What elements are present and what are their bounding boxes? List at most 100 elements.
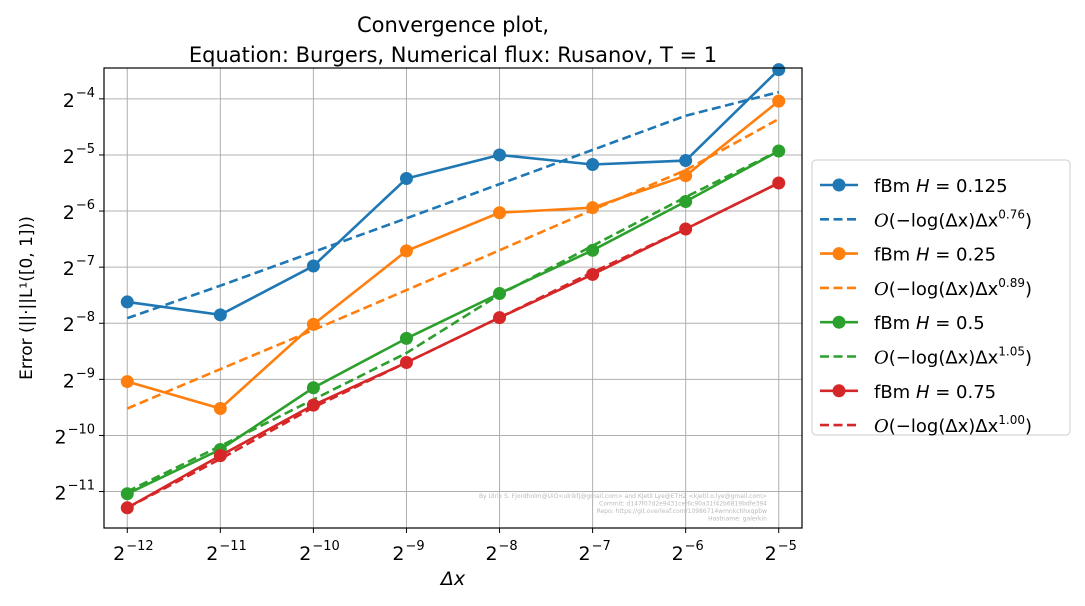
x-tick-label-7: −5 bbox=[778, 539, 797, 554]
legend-marker-4 bbox=[832, 315, 846, 329]
data-point-4-6 bbox=[679, 195, 693, 209]
series-5 bbox=[126, 149, 780, 493]
data-point-4-7 bbox=[772, 144, 786, 158]
data-point-6-1 bbox=[213, 449, 227, 463]
y-tick-base-3: 2 bbox=[63, 314, 75, 336]
legend-label-7: O(−log(Δx)Δx1.00) bbox=[874, 413, 1032, 437]
legend-entry-0: fBm H = 0.125 bbox=[820, 176, 1008, 197]
data-point-2-3 bbox=[399, 244, 413, 258]
y-tick-label-4: −7 bbox=[76, 254, 95, 269]
x-tick-label-2: −10 bbox=[312, 539, 339, 554]
legend-entry-4: fBm H = 0.5 bbox=[820, 313, 985, 334]
series-1 bbox=[126, 90, 780, 320]
data-point-6-4 bbox=[493, 311, 507, 325]
y-tick-label-2: −9 bbox=[76, 366, 95, 381]
y-axis-label-text: Error (||·||L¹([0, 1])) bbox=[17, 216, 37, 380]
x-tick-base-6: 2 bbox=[672, 543, 684, 565]
watermark-line-1: Commit: d147f07d2e9431cef6c90a31f42b6819… bbox=[599, 501, 767, 508]
y-tick-label-3: −8 bbox=[76, 310, 95, 325]
big-o-symbol: O bbox=[874, 416, 889, 437]
axes-frame bbox=[103, 67, 803, 529]
legend-fit-exponent: 1.00 bbox=[998, 413, 1025, 427]
data-point-0-4 bbox=[493, 148, 507, 162]
y-tick-base-1: 2 bbox=[54, 426, 66, 448]
data-point-0-1 bbox=[213, 308, 227, 322]
chart-title: Convergence plot, Equation: Burgers, Num… bbox=[189, 13, 717, 67]
chart-title-line-1: Convergence plot, bbox=[357, 13, 549, 37]
y-tick-base-0: 2 bbox=[54, 483, 66, 505]
x-tick-base-7: 2 bbox=[765, 543, 777, 565]
paren-open: ( bbox=[889, 210, 896, 231]
legend-fit-exponent: 1.05 bbox=[998, 345, 1025, 359]
paren-open: ( bbox=[889, 416, 896, 437]
big-o-symbol: O bbox=[874, 210, 889, 231]
legend-label-5: O(−log(Δx)Δx1.05) bbox=[874, 345, 1032, 369]
plot-series bbox=[120, 63, 786, 515]
data-point-2-0 bbox=[120, 375, 134, 389]
x-tick-base-4: 2 bbox=[485, 543, 497, 565]
data-point-2-4 bbox=[493, 206, 507, 220]
data-point-0-6 bbox=[679, 154, 693, 168]
legend-marker-0 bbox=[832, 178, 846, 192]
data-line-6 bbox=[126, 181, 780, 509]
y-tick-base-6: 2 bbox=[63, 146, 75, 168]
legend-entry-5: O(−log(Δx)Δx1.05) bbox=[820, 345, 1032, 369]
data-point-2-7 bbox=[772, 94, 786, 108]
paren-close: ) bbox=[1025, 416, 1032, 437]
data-point-4-4 bbox=[493, 287, 507, 301]
x-tick-base-1: 2 bbox=[206, 543, 218, 565]
legend-label-rest: = 0.25 bbox=[930, 245, 997, 266]
y-tick-base-7: 2 bbox=[63, 90, 75, 112]
x-tick-base-5: 2 bbox=[579, 543, 591, 565]
legend-entry-3: O(−log(Δx)Δx0.89) bbox=[820, 276, 1032, 300]
x-tick-base-2: 2 bbox=[299, 543, 311, 565]
legend: fBm H = 0.125 O(−log(Δx)Δx0.76) fBm H = 0.… bbox=[811, 159, 1071, 437]
watermark: By Ulrik S. Fjordholm@UiO<ulrikfj@gmail.… bbox=[479, 493, 767, 523]
legend-marker-6 bbox=[832, 384, 846, 398]
data-point-4-5 bbox=[586, 243, 600, 257]
data-line-0 bbox=[127, 68, 780, 317]
legend-label-main: fBm bbox=[874, 382, 916, 403]
series-3 bbox=[126, 117, 780, 410]
legend-label-main: fBm bbox=[874, 176, 916, 197]
data-point-0-7 bbox=[772, 63, 786, 77]
data-point-0-0 bbox=[120, 295, 134, 309]
paren-open: ( bbox=[889, 348, 896, 369]
paren-close: ) bbox=[1025, 279, 1032, 300]
legend-fit-exponent: 0.89 bbox=[998, 276, 1025, 290]
chart-title-line-2: Equation: Burgers, Numerical flux: Rusan… bbox=[189, 43, 717, 67]
series-0 bbox=[120, 63, 786, 322]
legend-label-rest: = 0.5 bbox=[930, 313, 985, 334]
data-point-2-1 bbox=[213, 402, 227, 416]
legend-fit-expression: −log(Δx)Δx bbox=[896, 348, 999, 369]
x-tick-base-3: 2 bbox=[392, 543, 404, 565]
data-point-0-3 bbox=[399, 172, 413, 186]
paren-close: ) bbox=[1025, 348, 1032, 369]
data-point-6-0 bbox=[120, 501, 134, 515]
x-tick-label-0: −12 bbox=[126, 539, 153, 554]
y-tick-base-5: 2 bbox=[63, 202, 75, 224]
x-axis-label: Δx bbox=[439, 568, 466, 590]
data-point-6-6 bbox=[679, 222, 693, 236]
legend-fit-expression: −log(Δx)Δx bbox=[896, 210, 999, 231]
data-point-6-7 bbox=[772, 176, 786, 190]
legend-label-4: fBm H = 0.5 bbox=[874, 313, 985, 334]
data-point-2-5 bbox=[586, 201, 600, 215]
legend-marker-2 bbox=[832, 247, 846, 261]
legend-label-2: fBm H = 0.25 bbox=[874, 245, 996, 266]
y-tick-label-5: −6 bbox=[76, 198, 95, 213]
data-line-4 bbox=[126, 149, 780, 495]
legend-label-3: O(−log(Δx)Δx0.89) bbox=[874, 276, 1032, 300]
data-point-6-2 bbox=[306, 398, 320, 412]
data-point-2-2 bbox=[306, 317, 320, 331]
series-6 bbox=[120, 176, 786, 515]
legend-label-6: fBm H = 0.75 bbox=[874, 382, 996, 403]
legend-label-var: H bbox=[916, 382, 930, 403]
paren-close: ) bbox=[1025, 210, 1032, 231]
fit-line-1 bbox=[126, 90, 780, 320]
legend-entry-1: O(−log(Δx)Δx0.76) bbox=[820, 207, 1032, 231]
data-line-2 bbox=[126, 100, 780, 410]
fit-line-5 bbox=[126, 149, 780, 493]
data-point-6-3 bbox=[399, 356, 413, 370]
